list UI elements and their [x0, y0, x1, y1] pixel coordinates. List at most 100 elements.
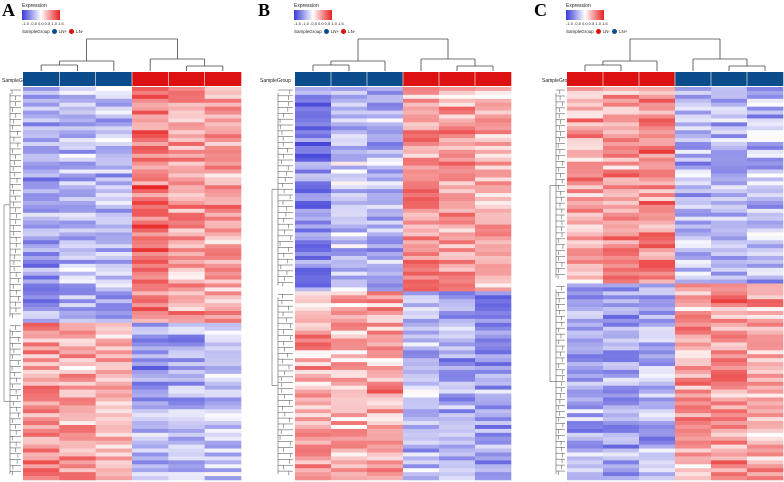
- heatmap-cell: [168, 106, 205, 111]
- heatmap-cell: [132, 240, 169, 245]
- heatmap-cell: [295, 397, 332, 402]
- heatmap-cell: [367, 197, 404, 202]
- heatmap-cell: [475, 409, 512, 414]
- heatmap-cell: [331, 421, 368, 426]
- heatmap-cell: [439, 177, 476, 182]
- heatmap-cell: [475, 350, 512, 355]
- heatmap-cell: [59, 142, 96, 147]
- heatmap-cell: [403, 193, 440, 198]
- heatmap-cell: [639, 90, 676, 96]
- heatmap-cell: [367, 106, 404, 111]
- heatmap-cell: [403, 381, 440, 386]
- heatmap-cell: [403, 346, 440, 351]
- heatmap-cell: [403, 114, 440, 119]
- heatmap-cell: [59, 216, 96, 221]
- heatmap-cell: [295, 200, 332, 206]
- heatmap-cell: [475, 220, 512, 225]
- heatmap-cell: [567, 263, 604, 269]
- heatmap-cell: [439, 102, 476, 107]
- heatmap-cell: [747, 130, 784, 135]
- heatmap-cell: [675, 346, 712, 351]
- heatmap-cell: [675, 275, 712, 280]
- heatmap-cell: [204, 255, 242, 261]
- heatmap-cell: [204, 134, 242, 139]
- heatmap-cell: [439, 236, 476, 241]
- heatmap-cell: [439, 90, 476, 96]
- heatmap-cell: [639, 428, 676, 434]
- heatmap-cell: [23, 346, 60, 351]
- heatmap-cell: [295, 291, 332, 296]
- heatmap-cell: [747, 322, 784, 328]
- heatmap-cell: [567, 267, 604, 273]
- expression-color-scale: [294, 10, 332, 20]
- heatmap-cell: [23, 299, 60, 304]
- heatmap-cell: [59, 318, 96, 324]
- heatmap-cell: [403, 208, 440, 214]
- heatmap-cell: [439, 157, 476, 162]
- heatmap-cell: [23, 244, 60, 249]
- heatmap-cell: [639, 354, 676, 359]
- heatmap-cell: [331, 181, 368, 186]
- heatmap-cell: [747, 377, 784, 383]
- heatmap-cell: [747, 444, 784, 449]
- heatmap-cell: [331, 110, 368, 115]
- heatmap-cell: [367, 330, 404, 335]
- heatmap-cell: [23, 417, 60, 422]
- heatmap-cell: [204, 366, 242, 371]
- heatmap-cell: [295, 134, 332, 139]
- heatmap-cell: [439, 303, 476, 308]
- heatmap-cell: [603, 110, 640, 115]
- heatmap-cell: [23, 413, 60, 418]
- heatmap-cell: [95, 228, 133, 233]
- heatmap-cell: [475, 354, 512, 359]
- heatmap-cell: [168, 460, 205, 465]
- heatmap-cell: [567, 291, 604, 296]
- heatmap-cell: [331, 287, 368, 292]
- heatmap-cell: [132, 421, 169, 426]
- heatmap-cell: [639, 255, 676, 261]
- heatmap-cell: [168, 263, 205, 269]
- heatmap-cell: [567, 295, 604, 300]
- heatmap-cell: [675, 173, 712, 178]
- heatmap-cell: [439, 428, 476, 434]
- heatmap-cell: [639, 94, 676, 100]
- heatmap-cell: [567, 417, 604, 422]
- heatmap-cell: [204, 291, 242, 296]
- heatmap-cell: [675, 87, 712, 92]
- heatmap-cell: [639, 401, 676, 406]
- heatmap-cell: [168, 311, 205, 316]
- legend-item: LN+: [619, 29, 628, 34]
- heatmap-cell: [475, 87, 512, 92]
- heatmap-cell: [675, 142, 712, 147]
- heatmap-cell: [403, 98, 440, 104]
- heatmap-cell: [295, 173, 332, 178]
- heatmap-cell: [168, 126, 205, 131]
- heatmap-cell: [59, 440, 96, 445]
- heatmap-cell: [675, 165, 712, 170]
- heatmap-cell: [331, 393, 368, 398]
- heatmap-cell: [168, 381, 205, 386]
- heatmap-cell: [439, 220, 476, 225]
- heatmap-cell: [603, 134, 640, 139]
- heatmap-cell: [603, 130, 640, 135]
- heatmap-cell: [439, 472, 476, 477]
- heatmap-cell: [603, 189, 640, 194]
- heatmap-cell: [132, 373, 169, 379]
- heatmap-cell: [567, 385, 604, 390]
- legend-dot: [341, 29, 347, 34]
- heatmap-cell: [747, 456, 784, 461]
- heatmap-cell: [23, 338, 60, 343]
- heatmap-cell: [367, 322, 404, 328]
- heatmap-cell: [475, 142, 512, 147]
- heatmap-cell: [23, 287, 60, 292]
- heatmap-cell: [567, 444, 604, 449]
- heatmap-cell: [403, 362, 440, 367]
- heatmap-cell: [168, 283, 205, 288]
- heatmap-cell: [711, 318, 748, 324]
- heatmap-cell: [403, 130, 440, 135]
- heatmap-cell: [439, 295, 476, 300]
- heatmap-cell: [132, 401, 169, 406]
- heatmap-cell: [603, 322, 640, 328]
- heatmap-cell: [132, 464, 169, 469]
- heatmap-cell: [204, 98, 242, 104]
